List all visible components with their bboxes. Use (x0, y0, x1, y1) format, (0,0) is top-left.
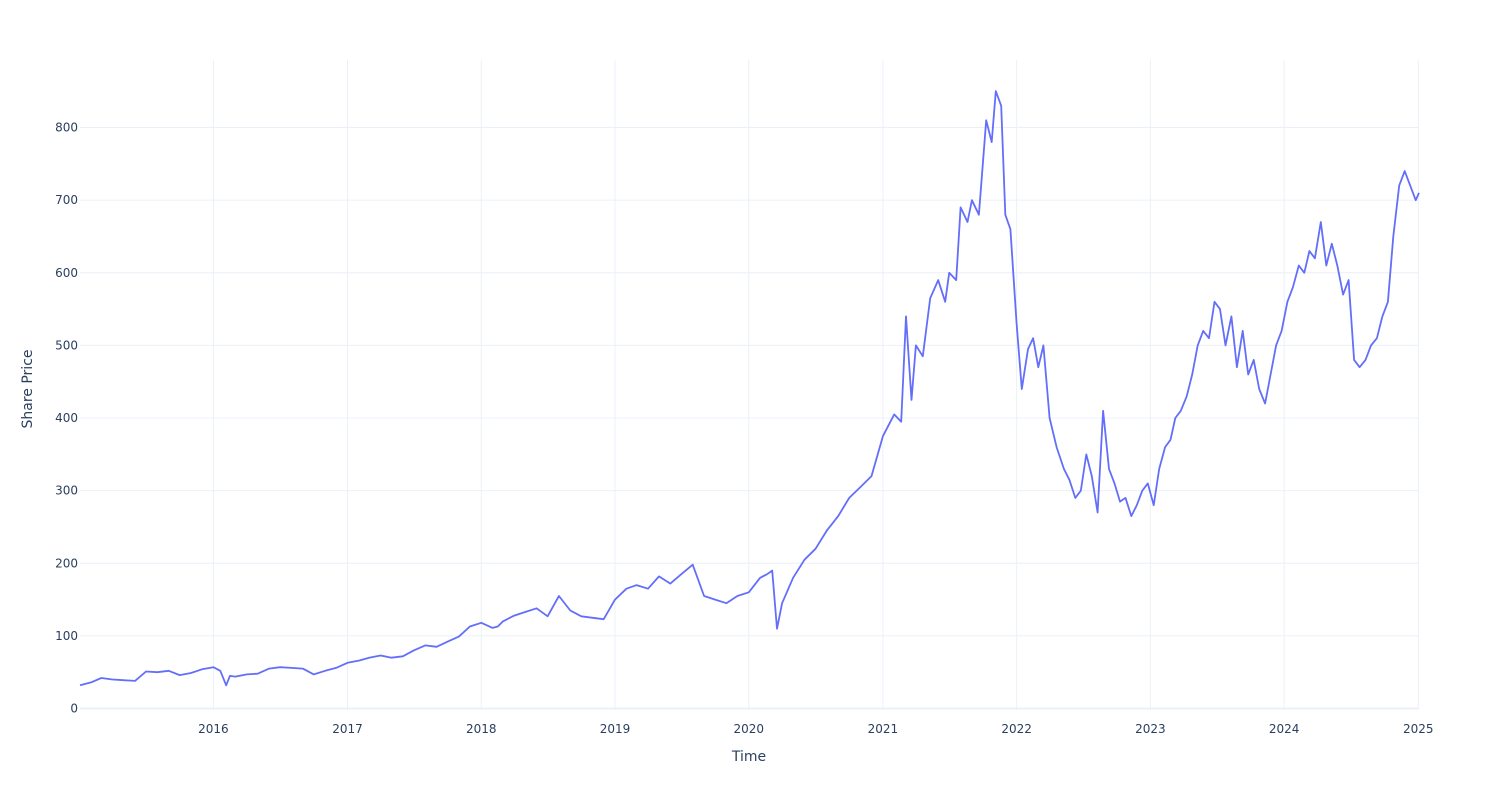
x-tick-label-2024: 2024 (1269, 722, 1300, 736)
x-tick-label-2018: 2018 (466, 722, 497, 736)
y-tick-label-700: 700 (55, 193, 78, 207)
y-gridlines (80, 127, 1419, 637)
y-tick-label-600: 600 (55, 266, 78, 280)
x-tick-label-2025: 2025 (1403, 722, 1434, 736)
y-axis-title: Share Price (20, 349, 36, 428)
y-tick-label-100: 100 (55, 629, 78, 643)
y-tick-label-300: 300 (55, 484, 78, 498)
y-tick-label-500: 500 (55, 338, 78, 352)
x-axis-title: Time (731, 749, 766, 765)
y-tick-label-0: 0 (70, 702, 78, 716)
x-tick-label-2019: 2019 (600, 722, 631, 736)
x-gridlines (212, 60, 1419, 710)
x-tick-label-2017: 2017 (332, 722, 363, 736)
x-tick-label-2023: 2023 (1135, 722, 1166, 736)
share-price-line (79, 90, 1420, 687)
x-tick-label-2020: 2020 (733, 722, 764, 736)
x-tick-label-2016: 2016 (198, 722, 229, 736)
y-tick-label-400: 400 (55, 411, 78, 425)
y-tick-label-200: 200 (55, 556, 78, 570)
y-tick-label-800: 800 (55, 121, 78, 135)
x-tick-labels: 2016 2017 2018 2019 2020 2021 2022 2023 2024 2025 (198, 722, 1433, 736)
y-tick-labels: 0 100 200 300 400 500 600 700 800 (55, 121, 78, 716)
x-tick-label-2021: 2021 (868, 722, 899, 736)
x-tick-label-2022: 2022 (1001, 722, 1032, 736)
